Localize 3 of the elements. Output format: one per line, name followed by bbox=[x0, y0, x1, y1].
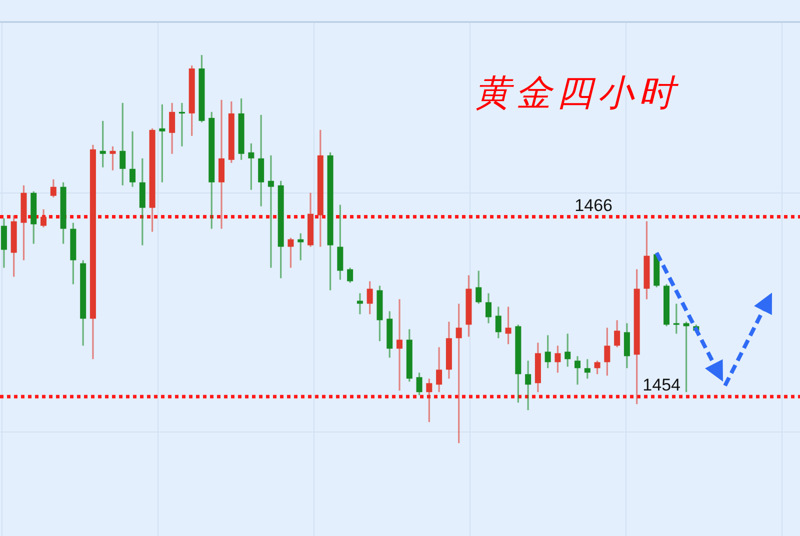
ref-line-label: 1454 bbox=[642, 376, 681, 395]
title: 黄金四小时 bbox=[474, 73, 680, 113]
ref-line-label: 1466 bbox=[574, 196, 613, 215]
